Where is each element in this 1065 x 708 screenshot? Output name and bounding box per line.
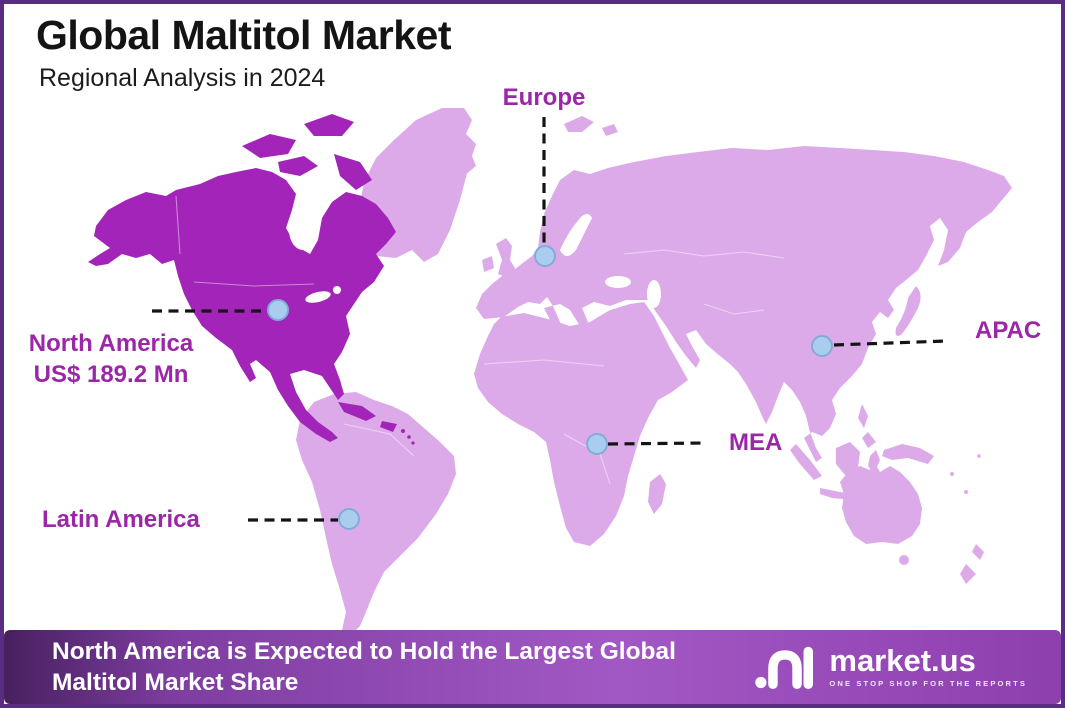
label-north-america: North America US$ 189.2 Mn <box>29 328 193 390</box>
world-map <box>88 108 1012 634</box>
apac-marker-icon <box>811 335 833 357</box>
continent-eurasia <box>476 146 1012 462</box>
footer-banner: North America is Expected to Hold the La… <box>4 630 1061 704</box>
footer-headline: North America is Expected to Hold the La… <box>52 636 676 698</box>
page-title: Global Maltitol Market <box>36 12 452 58</box>
footer-headline-line1: North America is Expected to Hold the La… <box>52 638 676 665</box>
continent-north-america-highlight <box>88 114 415 445</box>
mea-marker-icon <box>586 433 608 455</box>
location-markers <box>267 245 833 530</box>
header: Global Maltitol Market Regional Analysis… <box>36 12 452 93</box>
market-us-logo-icon <box>755 646 814 689</box>
europe-marker-icon <box>534 245 556 267</box>
apac-leader-line <box>833 339 947 347</box>
label-apac: APAC <box>975 317 1042 344</box>
label-europe: Europe <box>502 84 586 111</box>
north-america-value: US$ 189.2 Mn <box>33 361 189 388</box>
footer-headline-line2: Maltitol Market Share <box>52 669 299 696</box>
continent-africa <box>474 302 688 546</box>
continent-oceania <box>790 404 984 584</box>
market-us-logo: market.us ONE STOP SHOP FOR THE REPORTS <box>754 642 1027 692</box>
iceland <box>442 152 476 176</box>
leader-lines <box>152 117 947 522</box>
market-us-logo-text: market.us ONE STOP SHOP FOR THE REPORTS <box>829 643 1027 688</box>
label-latin-america: Latin America <box>42 506 200 533</box>
north-america-marker-icon <box>267 299 289 321</box>
logo-tagline: ONE STOP SHOP FOR THE REPORTS <box>829 679 1027 688</box>
continent-south-america <box>296 392 456 634</box>
page-subtitle: Regional Analysis in 2024 <box>39 64 326 92</box>
madagascar <box>648 474 666 514</box>
north-america-name: North America <box>28 330 194 357</box>
logo-name: market.us <box>829 643 976 678</box>
label-mea: MEA <box>729 429 783 456</box>
latin-america-marker-icon <box>338 508 360 530</box>
